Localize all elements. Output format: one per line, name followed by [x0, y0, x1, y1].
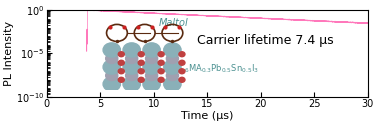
- Text: Maltol: Maltol: [159, 18, 189, 28]
- Text: Carrier lifetime 7.4 μs: Carrier lifetime 7.4 μs: [197, 34, 333, 47]
- Text: Cs$_{0.1}$FA$_{0.6}$MA$_{0.3}$Pb$_{0.5}$Sn$_{0.5}$I$_3$: Cs$_{0.1}$FA$_{0.6}$MA$_{0.3}$Pb$_{0.5}$…: [149, 63, 259, 75]
- Y-axis label: PL Intensity: PL Intensity: [4, 21, 14, 86]
- X-axis label: Time (μs): Time (μs): [181, 111, 234, 121]
